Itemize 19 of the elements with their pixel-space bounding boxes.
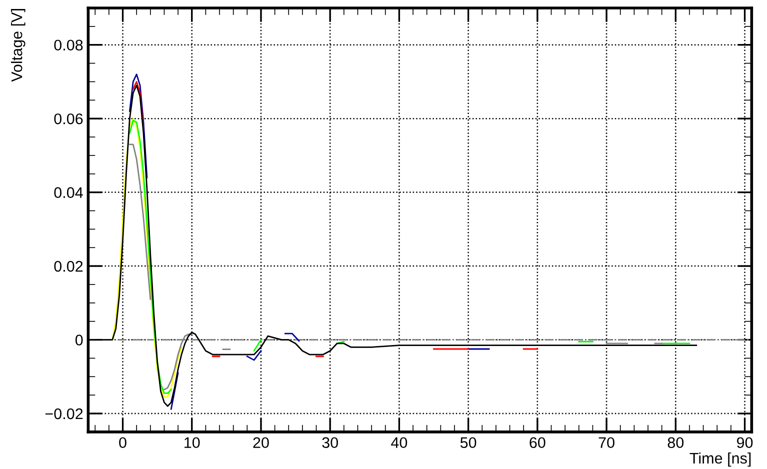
- y-tick-label: 0.04: [54, 187, 83, 198]
- x-tick-label: 20: [253, 437, 269, 448]
- y-tick-label: 0.06: [54, 113, 83, 124]
- x-tick-label: 50: [460, 437, 476, 448]
- y-tick-label: 0.08: [54, 40, 83, 51]
- x-tick-label: 10: [184, 437, 200, 448]
- y-tick-label: 0.02: [54, 260, 83, 272]
- x-tick-label: 60: [530, 437, 546, 448]
- x-tick-label: 40: [391, 437, 408, 448]
- line-series: [112, 118, 182, 398]
- y-axis-title: Voltage [V]: [11, 9, 26, 82]
- x-axis-title: Time [ns]: [690, 452, 751, 467]
- x-tick-label: 0: [119, 437, 126, 448]
- x-tick-label: 30: [322, 437, 338, 448]
- y-tick-label: 0: [75, 334, 83, 346]
- x-tick-label: 70: [598, 437, 614, 448]
- x-tick-label: 80: [668, 437, 684, 448]
- y-tick-label: −0.02: [45, 408, 83, 420]
- x-tick-label: 90: [736, 437, 753, 448]
